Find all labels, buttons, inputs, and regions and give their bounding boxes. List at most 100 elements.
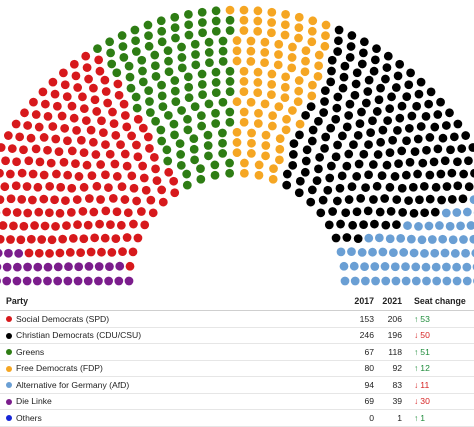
- seat-christian-democrats-cdu-csu: [315, 153, 324, 162]
- seat-die-linke: [0, 277, 1, 286]
- seat-social-democrats-spd: [121, 111, 130, 120]
- seat-christian-democrats-cdu-csu: [325, 174, 334, 183]
- seat-greens: [164, 57, 173, 66]
- seat-christian-democrats-cdu-csu: [422, 146, 431, 155]
- seat-social-democrats-spd: [132, 141, 141, 150]
- seat-christian-democrats-cdu-csu: [357, 108, 366, 117]
- seat-christian-democrats-cdu-csu: [398, 208, 407, 217]
- seat-social-democrats-spd: [32, 145, 41, 154]
- seat-free-democrats-fdp: [274, 60, 283, 69]
- seat-free-democrats-fdp: [295, 76, 304, 85]
- seat-social-democrats-spd: [72, 71, 81, 80]
- seat-die-linke: [114, 277, 123, 286]
- seat-christian-democrats-cdu-csu: [361, 183, 370, 192]
- seat-christian-democrats-cdu-csu: [332, 104, 341, 113]
- seat-social-democrats-spd: [75, 172, 84, 181]
- seat-christian-democrats-cdu-csu: [393, 126, 402, 135]
- seat-alternative-for-germany-afd: [467, 221, 474, 230]
- seat-die-linke: [14, 249, 23, 258]
- seat-christian-democrats-cdu-csu: [333, 197, 342, 206]
- seat-greens: [170, 120, 179, 129]
- seat-christian-democrats-cdu-csu: [353, 207, 362, 216]
- seat-die-linke: [95, 262, 104, 271]
- seat-greens: [219, 98, 228, 107]
- seat-christian-democrats-cdu-csu: [446, 145, 455, 154]
- seat-alternative-for-germany-afd: [361, 277, 370, 286]
- seat-die-linke: [44, 263, 53, 272]
- seat-social-democrats-spd: [35, 249, 44, 258]
- seat-social-democrats-spd: [0, 235, 5, 244]
- seat-free-democrats-fdp: [233, 57, 242, 66]
- seat-free-democrats-fdp: [267, 8, 276, 17]
- seat-social-democrats-spd: [113, 207, 122, 216]
- seat-social-democrats-spd: [150, 153, 159, 162]
- seat-free-democrats-fdp: [294, 97, 303, 106]
- seat-christian-democrats-cdu-csu: [415, 195, 424, 204]
- seat-social-democrats-spd: [138, 162, 147, 171]
- seat-social-democrats-spd: [51, 90, 60, 99]
- seat-social-democrats-spd: [93, 182, 102, 191]
- seat-social-democrats-spd: [0, 195, 4, 204]
- seat-christian-democrats-cdu-csu: [420, 208, 429, 217]
- seat-christian-democrats-cdu-csu: [395, 114, 404, 123]
- seat-greens: [171, 97, 180, 106]
- party-name: Christian Democrats (CDU/CSU): [16, 330, 141, 340]
- seat-greens: [107, 60, 116, 69]
- seat-social-democrats-spd: [106, 220, 115, 229]
- seat-free-democrats-fdp: [262, 131, 271, 140]
- seat-social-democrats-spd: [39, 195, 48, 204]
- seat-christian-democrats-cdu-csu: [321, 86, 330, 95]
- seat-christian-democrats-cdu-csu: [356, 119, 365, 128]
- seat-social-democrats-spd: [123, 162, 132, 171]
- seat-greens: [165, 67, 174, 76]
- seat-christian-democrats-cdu-csu: [359, 48, 368, 57]
- party-cell: Greens: [0, 344, 346, 361]
- seat-greens: [196, 175, 205, 184]
- seat-christian-democrats-cdu-csu: [412, 102, 421, 111]
- seat-christian-democrats-cdu-csu: [360, 37, 369, 46]
- seat-social-democrats-spd: [102, 87, 111, 96]
- seat-christian-democrats-cdu-csu: [328, 56, 337, 65]
- seat-free-democrats-fdp: [294, 87, 303, 96]
- seat-alternative-for-germany-afd: [381, 262, 390, 271]
- parliament-seat-diagram: [0, 0, 474, 292]
- seat-die-linke: [23, 263, 32, 272]
- seat-social-democrats-spd: [4, 131, 13, 140]
- seat-alternative-for-germany-afd: [341, 277, 350, 286]
- seat-die-linke: [74, 277, 83, 286]
- header-party: Party: [0, 292, 346, 311]
- seat-social-democrats-spd: [129, 247, 138, 256]
- party-name: Alternative for Germany (AfD): [16, 380, 129, 390]
- seat-christian-democrats-cdu-csu: [339, 84, 348, 93]
- seat-greens: [205, 58, 214, 67]
- seat-social-democrats-spd: [0, 182, 9, 191]
- seat-social-democrats-spd: [95, 220, 104, 229]
- seat-christian-democrats-cdu-csu: [386, 183, 395, 192]
- seat-christian-democrats-cdu-csu: [326, 78, 335, 87]
- seat-social-democrats-spd: [164, 168, 173, 177]
- seat-greens: [225, 169, 234, 178]
- seat-greens: [176, 150, 185, 159]
- seat-christian-democrats-cdu-csu: [464, 156, 473, 165]
- seat-christian-democrats-cdu-csu: [395, 60, 404, 69]
- seat-christian-democrats-cdu-csu: [373, 182, 382, 191]
- seat-greens: [158, 91, 167, 100]
- seat-social-democrats-spd: [7, 194, 16, 203]
- seat-alternative-for-germany-afd: [368, 248, 377, 257]
- seat-social-democrats-spd: [8, 144, 17, 153]
- seat-free-democrats-fdp: [261, 151, 270, 160]
- seat-christian-democrats-cdu-csu: [370, 67, 379, 76]
- seat-alternative-for-germany-afd: [412, 277, 421, 286]
- seat-alternative-for-germany-afd: [420, 249, 429, 258]
- seat-social-democrats-spd: [40, 133, 49, 142]
- seat-social-democrats-spd: [50, 195, 59, 204]
- seat-social-democrats-spd: [84, 221, 93, 230]
- seat-greens: [184, 125, 193, 134]
- seat-christian-democrats-cdu-csu: [369, 160, 378, 169]
- seat-christian-democrats-cdu-csu: [418, 159, 427, 168]
- seat-alternative-for-germany-afd: [358, 248, 367, 257]
- seat-christian-democrats-cdu-csu: [288, 161, 297, 170]
- seat-social-democrats-spd: [77, 136, 86, 145]
- seat-greens: [170, 76, 179, 85]
